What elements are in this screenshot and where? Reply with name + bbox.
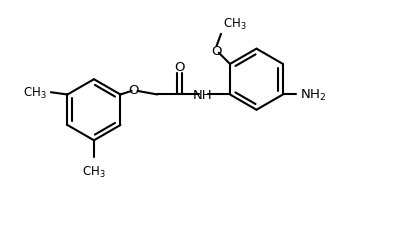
Text: O: O — [211, 45, 222, 58]
Text: CH$_3$: CH$_3$ — [23, 85, 47, 100]
Text: NH$_2$: NH$_2$ — [299, 88, 326, 103]
Text: O: O — [129, 84, 139, 97]
Text: O: O — [175, 61, 185, 74]
Text: CH$_3$: CH$_3$ — [82, 164, 106, 179]
Text: CH$_3$: CH$_3$ — [223, 16, 247, 32]
Text: NH: NH — [193, 89, 213, 101]
